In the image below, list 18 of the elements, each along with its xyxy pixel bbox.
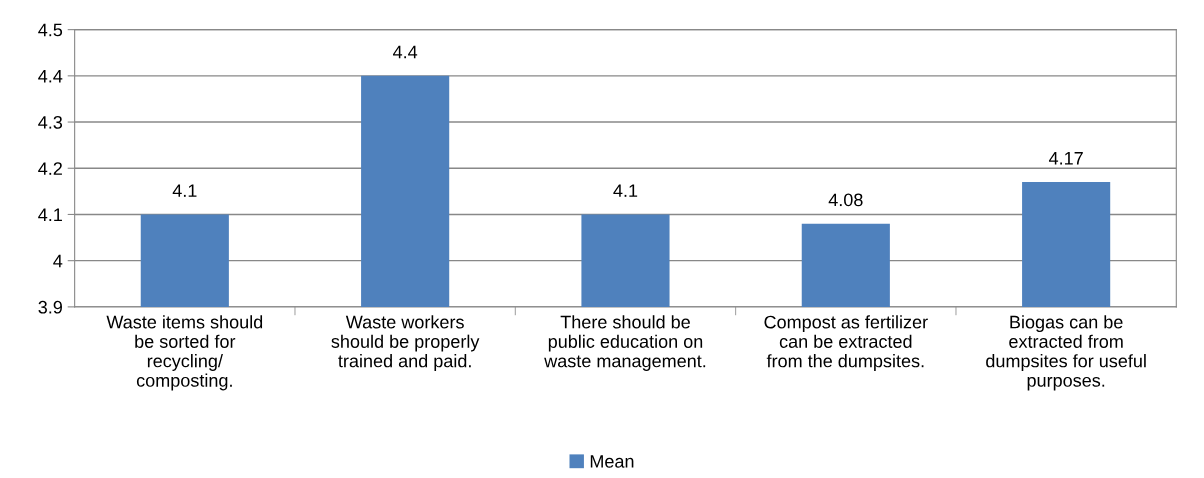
x-tick-label: There should be public education on waste management.: [544, 315, 706, 371]
x-tick-label: Compost as fertilizer can be extracted from the dumpsites.: [764, 315, 928, 371]
y-tick-label: 4.2: [38, 162, 62, 175]
y-tick-label: 4: [53, 254, 63, 268]
data-label: 4.17: [1048, 152, 1083, 165]
y-tick-label: 4.4: [38, 69, 63, 83]
legend-label: Mean: [590, 455, 634, 468]
data-label: 4.4: [393, 45, 418, 59]
x-tick-label: Biogas can be extracted from dumpsites for useful purposes.: [986, 315, 1146, 391]
data-label: 4.1: [613, 184, 638, 197]
y-tick-label: 4.1: [38, 208, 62, 221]
x-tick-label: Waste items should be sorted for recycling/ composting.: [106, 315, 263, 391]
y-tick-label: 4.5: [38, 23, 63, 37]
y-tick-label: 4.3: [38, 115, 63, 129]
y-tick-label: 3.9: [38, 300, 62, 314]
data-label: 4.1: [172, 184, 197, 197]
x-tick-label: Waste workers should be properly trained and paid.: [331, 315, 480, 371]
data-label: 4.08: [828, 193, 863, 207]
